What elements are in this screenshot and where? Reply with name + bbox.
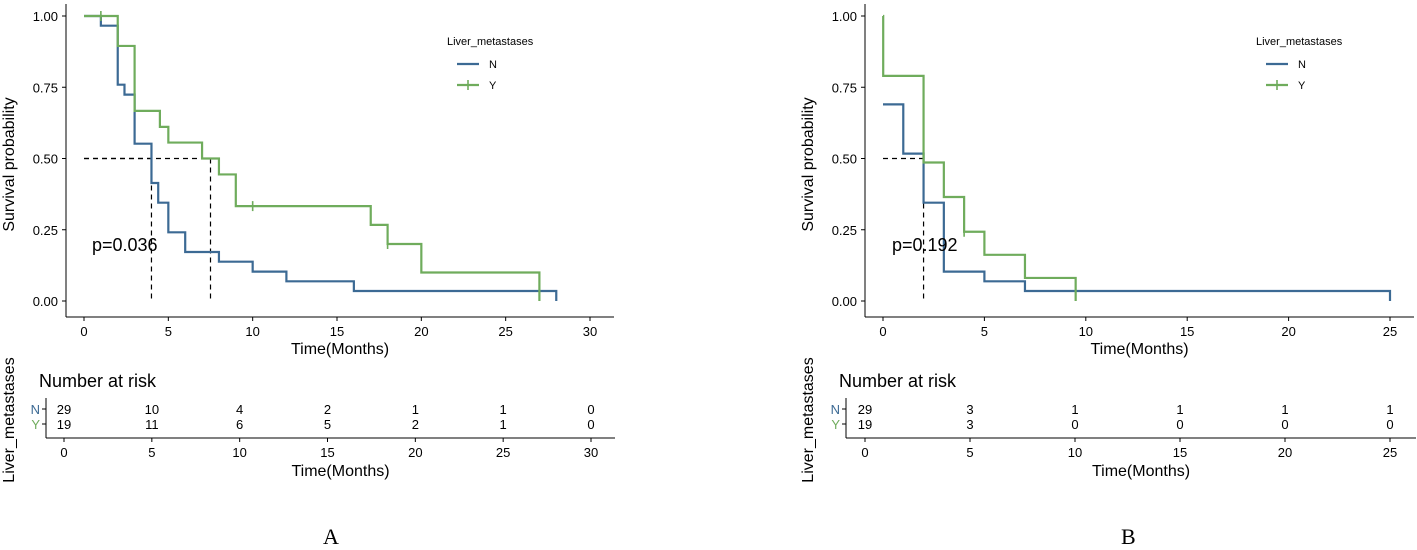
panel-b-risk-count-n: 29: [858, 402, 872, 417]
panel-b-legend-title: Liver_metastases: [1256, 36, 1343, 48]
panel-a-y-tick-label: 0.25: [33, 223, 58, 238]
panel-a-risk-group-n: N: [31, 402, 40, 417]
panel-a-risk-x-tick-label: 10: [232, 445, 246, 460]
panel-a-curve-y: [84, 14, 541, 301]
panel-a-risk-count-n: 2: [324, 402, 331, 417]
panel-b-risk-count-y: 19: [858, 417, 872, 432]
panel-b-y-tick-label: 0.75: [832, 80, 857, 95]
panel-a-risk-x-tick-label: 0: [60, 445, 67, 460]
panel-a-y-tick-label: 1.00: [33, 9, 58, 24]
panel-a-risk-count-n: 0: [587, 402, 594, 417]
panel-a-y-axis-title: Survival probability: [1, 97, 18, 231]
panel-a-risk-count-n: 1: [500, 402, 507, 417]
panel-b-y-tick-label: 0.00: [832, 294, 857, 309]
panel-b-risk-group-y: Y: [831, 417, 840, 432]
panel-b-legend-label-y: Y: [1298, 80, 1306, 92]
panel-b-risk-group-n: N: [831, 402, 840, 417]
panel-b-x-tick-label: 20: [1281, 324, 1295, 339]
panel-b-risk-count-y: 3: [966, 417, 973, 432]
panel-b-risk-count-y: 0: [1386, 417, 1393, 432]
panel-a-y-tick-label: 0.75: [33, 80, 58, 95]
panel-b-curve-y: [882, 14, 1077, 301]
panel-b-x-tick-label: 15: [1180, 324, 1194, 339]
panel-a-legend-label-y: Y: [489, 80, 497, 92]
panel-b-risk-count-n: 1: [1176, 402, 1183, 417]
panel-a-risk-count-n: 1: [412, 402, 419, 417]
panel-b-risk-count-n: 1: [1071, 402, 1078, 417]
panel-b-risk-x-tick-label: 10: [1068, 445, 1082, 460]
panel-a-risk-count-n: 4: [236, 402, 243, 417]
panel-b-risk-x-tick-label: 25: [1383, 445, 1397, 460]
panel-b-x-tick-label: 25: [1383, 324, 1397, 339]
panel-a-x-tick-label: 25: [498, 324, 512, 339]
panel-b-risk-count-y: 0: [1176, 417, 1183, 432]
panel-a-risk-x-tick-label: 30: [584, 445, 598, 460]
panel-a-x-axis-title: Time(Months): [291, 341, 389, 358]
panel-b-y-tick-label: 0.50: [832, 152, 857, 167]
panel-a-p-value: p=0.036: [92, 235, 158, 255]
panel-b-risk-count-y: 0: [1281, 417, 1288, 432]
panel-b-risk-count-n: 3: [966, 402, 973, 417]
panel-a-x-tick-label: 10: [245, 324, 259, 339]
panel-b-y-axis-title: Survival probability: [800, 97, 817, 231]
panel-a-risk-x-tick-label: 20: [408, 445, 422, 460]
panel-label-a: A: [323, 524, 339, 549]
panel-a-risk-x-title: Time(Months): [291, 463, 389, 480]
panel-a-risk-count-y: 11: [145, 417, 159, 432]
panel-b-x-tick-label: 10: [1079, 324, 1093, 339]
panel-b-y-tick-label: 0.25: [832, 223, 857, 238]
panel-a-y-tick-label: 0.00: [33, 294, 58, 309]
panel-b-legend-label-n: N: [1298, 59, 1306, 71]
panel-a-risk-count-n: 10: [145, 402, 159, 417]
panel-b-risk-ylabel: Liver_metastases: [800, 357, 817, 482]
panel-b-p-value: p=0.192: [892, 235, 958, 255]
panel-a-risk-count-y: 0: [587, 417, 594, 432]
panel-b-x-tick-label: 0: [879, 324, 886, 339]
panel-a-risk-x-tick-label: 5: [148, 445, 155, 460]
panel-label-b: B: [1121, 524, 1136, 549]
panel-a-risk-count-y: 6: [236, 417, 243, 432]
panel-b-risk-x-tick-label: 5: [966, 445, 973, 460]
panel-a-risk-count-y: 5: [324, 417, 331, 432]
panel-a-x-tick-label: 20: [414, 324, 428, 339]
panel-b-risk-count-y: 0: [1071, 417, 1078, 432]
panel-a-legend-title: Liver_metastases: [447, 36, 534, 48]
panel-b-risk-x-tick-label: 20: [1278, 445, 1292, 460]
panel-b-y-tick-label: 1.00: [832, 9, 857, 24]
panel-a-risk-x-tick-label: 25: [496, 445, 510, 460]
panel-a-risk-count-y: 19: [57, 417, 71, 432]
panel-b-x-axis-title: Time(Months): [1090, 341, 1188, 358]
panel-a-x-tick-label: 0: [80, 324, 87, 339]
panel-a-risk-count-y: 2: [412, 417, 419, 432]
panel-b-risk-x-title: Time(Months): [1092, 463, 1190, 480]
panel-a-y-tick-label: 0.50: [33, 152, 58, 167]
panel-b-risk-title: Number at risk: [839, 371, 957, 391]
panel-b-risk-x-tick-label: 0: [861, 445, 868, 460]
panel-a-legend-label-n: N: [489, 59, 497, 71]
panel-a-risk-x-tick-label: 15: [320, 445, 334, 460]
panel-b-curve-n: [883, 103, 1392, 301]
panel-a-risk-title: Number at risk: [39, 371, 157, 391]
panel-a-risk-ylabel: Liver_metastases: [1, 357, 18, 482]
panel-a-risk-count-y: 1: [500, 417, 507, 432]
panel-b-risk-count-n: 1: [1386, 402, 1393, 417]
panel-a-x-tick-label: 15: [330, 324, 344, 339]
panel-b-risk-x-tick-label: 15: [1173, 445, 1187, 460]
panel-a-risk-count-n: 29: [57, 402, 71, 417]
panel-b-risk-count-n: 1: [1281, 402, 1288, 417]
panel-a-curve-n: [84, 14, 558, 301]
panel-a-x-tick-label: 30: [583, 324, 597, 339]
panel-a-risk-group-y: Y: [31, 417, 40, 432]
panel-a-x-tick-label: 5: [165, 324, 172, 339]
panel-b-x-tick-label: 5: [981, 324, 988, 339]
